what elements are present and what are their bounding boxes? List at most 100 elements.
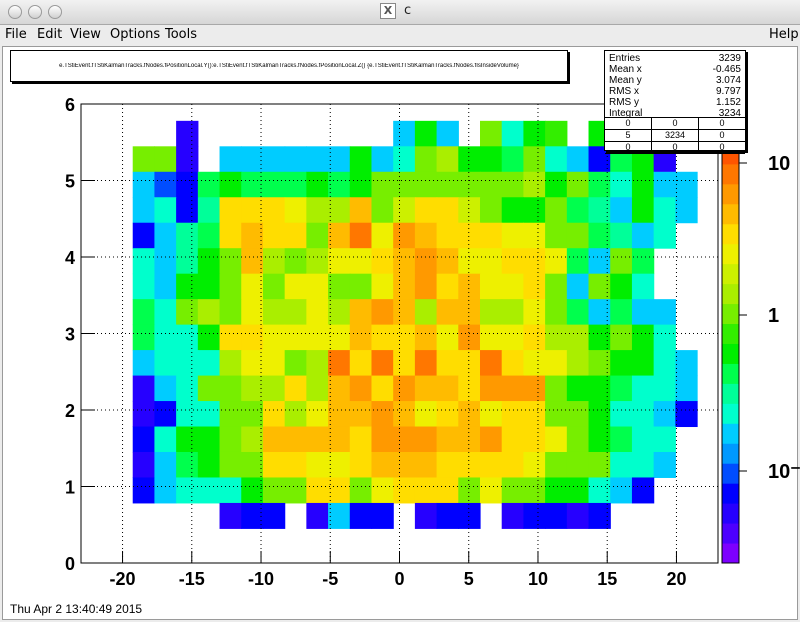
heatmap-cell bbox=[501, 273, 525, 300]
heatmap-cell bbox=[588, 350, 611, 377]
heatmap-cell bbox=[501, 248, 525, 275]
heatmap-cell bbox=[480, 273, 503, 300]
heatmap-cell bbox=[262, 502, 286, 529]
heatmap-cell bbox=[545, 120, 568, 147]
heatmap-cell bbox=[284, 324, 307, 351]
heatmap-cell bbox=[176, 248, 199, 275]
heatmap-cell bbox=[197, 375, 221, 402]
color-palette[interactable]: 10 1 10⁻¹ bbox=[721, 103, 800, 564]
heatmap-cell bbox=[631, 146, 655, 173]
menu-options[interactable]: Options bbox=[110, 27, 160, 42]
heatmap-cell bbox=[480, 426, 503, 453]
menu-tools[interactable]: Tools bbox=[165, 27, 197, 42]
heatmap-cell bbox=[480, 146, 503, 173]
heatmap-cell bbox=[197, 477, 221, 504]
stats-key: RMS y bbox=[609, 97, 639, 108]
palette-swatch bbox=[722, 403, 739, 424]
x-tick-label: -10 bbox=[248, 569, 274, 589]
heatmap-cell bbox=[631, 222, 655, 249]
heatmap-cell bbox=[306, 248, 329, 275]
heatmap-cell bbox=[154, 222, 177, 249]
heatmap-cell bbox=[306, 324, 329, 351]
heatmap-cell bbox=[588, 197, 611, 224]
heatmap-cell bbox=[176, 146, 199, 173]
heatmap-cell bbox=[197, 299, 221, 326]
heatmap-cell bbox=[566, 451, 590, 478]
heatmap-cell bbox=[132, 171, 156, 198]
heatmap-cell bbox=[501, 299, 525, 326]
y-tick-label: 6 bbox=[65, 95, 75, 115]
heatmap-cell bbox=[588, 146, 611, 173]
heatmap-cell bbox=[154, 401, 177, 428]
heatmap-cell bbox=[545, 350, 568, 377]
heatmap-cell bbox=[610, 350, 633, 377]
heatmap-cell bbox=[631, 477, 655, 504]
minimize-window-button[interactable] bbox=[28, 5, 42, 19]
heatmap-cell bbox=[328, 401, 351, 428]
heatmap-cell bbox=[653, 324, 676, 351]
stats-table-cell: 3234 bbox=[652, 130, 699, 141]
heatmap-cell bbox=[545, 401, 568, 428]
heatmap-cell bbox=[154, 477, 177, 504]
heatmap-cell bbox=[545, 222, 568, 249]
heatmap-cell bbox=[219, 146, 242, 173]
palette-label: 10 bbox=[768, 153, 790, 175]
heatmap-cell bbox=[306, 502, 329, 529]
heatmap-cell bbox=[393, 375, 416, 402]
stats-table-cell: 0 bbox=[719, 142, 725, 152]
heatmap-cell bbox=[241, 299, 264, 326]
menu-bar: File Edit View Options Tools Help bbox=[0, 25, 800, 45]
heatmap-cell bbox=[458, 146, 481, 173]
stats-value: 3.074 bbox=[715, 75, 741, 86]
stats-box[interactable]: Entries 3239 Mean x -0.465 Mean y 3.074 RMS x 9… bbox=[604, 50, 746, 154]
y-tick-label: 2 bbox=[65, 401, 75, 421]
menu-help[interactable]: Help bbox=[769, 27, 799, 42]
heatmap-cell bbox=[371, 477, 394, 504]
heatmap-cell bbox=[523, 273, 546, 300]
stats-row: RMS y 1.152 bbox=[609, 97, 741, 108]
palette-swatch bbox=[722, 183, 739, 205]
stats-row: RMS x 9.797 bbox=[609, 86, 741, 97]
heatmap-cell bbox=[306, 426, 329, 453]
plot-title-box[interactable]: e.TStiEvent.fTStiKalmanTracks.fNodes.fPo… bbox=[10, 50, 568, 82]
heatmap-cell bbox=[371, 273, 394, 300]
heatmap-cell bbox=[653, 375, 676, 402]
menu-file[interactable]: File bbox=[5, 27, 27, 42]
heatmap-cell bbox=[197, 171, 221, 198]
heatmap-cell bbox=[284, 248, 307, 275]
close-window-button[interactable] bbox=[8, 5, 22, 19]
heatmap-cell bbox=[241, 502, 264, 529]
heatmap-cell bbox=[132, 146, 156, 173]
heatmap-cell bbox=[436, 401, 459, 428]
heatmap-cell bbox=[219, 197, 242, 224]
heatmap-cell bbox=[219, 171, 242, 198]
stats-value: 9.797 bbox=[715, 86, 741, 97]
heatmap-cell bbox=[241, 146, 264, 173]
heatmap-cell bbox=[566, 375, 590, 402]
heatmap-cell bbox=[197, 401, 221, 428]
menu-view[interactable]: View bbox=[70, 27, 101, 42]
heatmap-cell bbox=[241, 171, 264, 198]
zoom-window-button[interactable] bbox=[48, 5, 62, 19]
heatmap-cell bbox=[436, 375, 459, 402]
menu-options-label: Options bbox=[110, 27, 161, 42]
heatmap-cell bbox=[176, 222, 199, 249]
heatmap-cell bbox=[523, 375, 546, 402]
heatmap-cell bbox=[393, 248, 416, 275]
stats-key: Mean y bbox=[609, 75, 642, 86]
heatmap-cell bbox=[241, 350, 264, 377]
stats-row: Mean x -0.465 bbox=[609, 64, 741, 75]
date-stamp: Thu Apr 2 13:40:49 2015 bbox=[10, 602, 143, 616]
heatmap-cell bbox=[588, 477, 611, 504]
heatmap-cell bbox=[566, 222, 590, 249]
heatmap-cell bbox=[176, 451, 199, 478]
heatmap-cell bbox=[653, 197, 676, 224]
heatmap-cell bbox=[262, 222, 286, 249]
heatmap-cell bbox=[393, 350, 416, 377]
heatmap-cell bbox=[610, 451, 633, 478]
heatmap-cell bbox=[154, 197, 177, 224]
menu-edit[interactable]: Edit bbox=[37, 27, 62, 42]
heatmap-cell bbox=[241, 451, 264, 478]
